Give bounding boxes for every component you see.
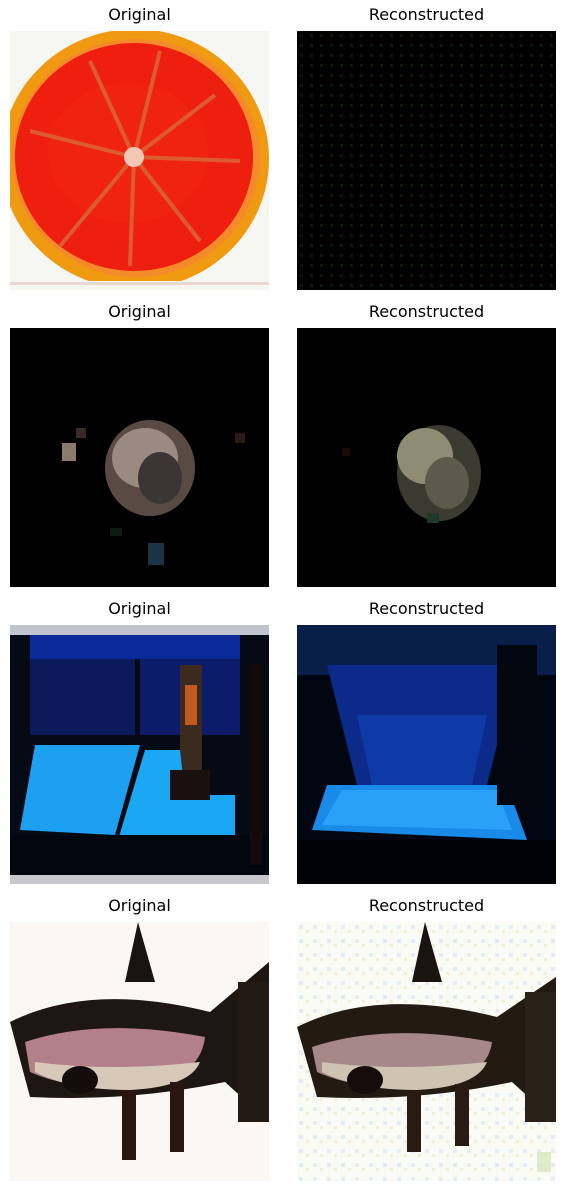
panel-title: Original bbox=[108, 896, 171, 915]
panel-title: Reconstructed bbox=[368, 302, 485, 321]
panel-title: Original bbox=[108, 5, 171, 24]
blurry-round-object-image bbox=[297, 328, 556, 587]
dark-grid-image bbox=[297, 31, 556, 290]
panel-title: Reconstructed bbox=[368, 896, 485, 915]
blue-panels-image bbox=[10, 625, 269, 884]
panel-title: Reconstructed bbox=[368, 599, 485, 618]
panel-title: Reconstructed bbox=[368, 5, 485, 24]
grapefruit-image bbox=[10, 31, 269, 290]
noisy-fish-image bbox=[297, 922, 556, 1181]
fish-image bbox=[10, 922, 269, 1181]
round-object-image bbox=[10, 328, 269, 587]
blurry-blue-panels-image bbox=[297, 625, 556, 884]
panel-title: Original bbox=[108, 302, 171, 321]
panel-title: Original bbox=[108, 599, 171, 618]
